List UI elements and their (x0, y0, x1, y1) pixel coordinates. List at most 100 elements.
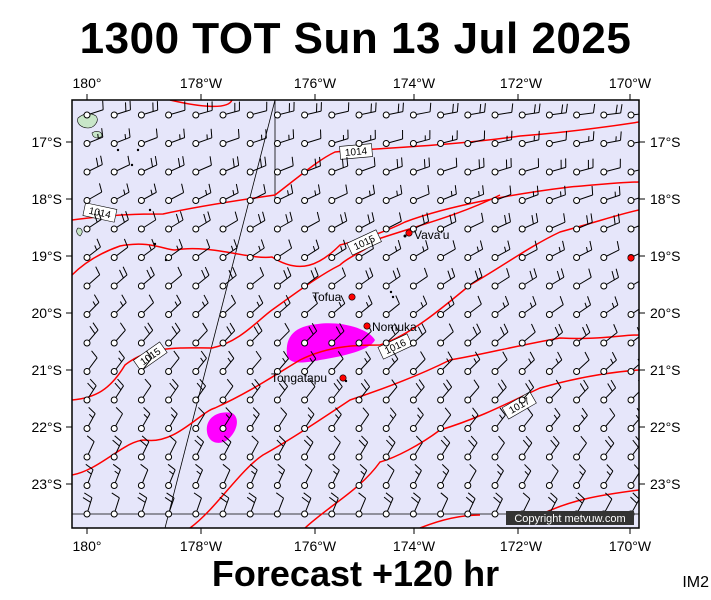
wind-barb (301, 129, 322, 147)
svg-text:Copyright metvuw.com: Copyright metvuw.com (514, 513, 625, 525)
wind-barb (83, 155, 103, 176)
isobar-north-b (169, 100, 233, 108)
wind-barb (573, 351, 590, 375)
svg-text:176°W: 176°W (294, 538, 337, 554)
wind-barb (110, 100, 131, 119)
wind-barb (164, 492, 175, 518)
wind-barb (165, 211, 184, 233)
wind-barb (165, 463, 176, 489)
wind-barb (83, 407, 96, 432)
wind-barb (165, 322, 181, 347)
wind-barb (219, 156, 240, 176)
wind-barb (382, 323, 400, 347)
wind-barb (137, 492, 148, 518)
wind-barb (600, 296, 619, 318)
wind-barb (192, 156, 212, 176)
svg-text:17°S: 17°S (650, 134, 681, 150)
wind-barb (491, 492, 503, 518)
wind-barb (246, 407, 260, 432)
wind-barb (165, 294, 182, 318)
wind-barb (600, 435, 615, 461)
lat-label-18s: 18°S (31, 191, 62, 207)
wind-barb (273, 184, 294, 204)
wind-barb (518, 240, 538, 261)
wind-barb (301, 379, 316, 404)
wind-barb (573, 407, 588, 432)
wind-barb (246, 463, 258, 489)
wind-barb (600, 379, 617, 404)
wind-barb (83, 322, 99, 347)
wind-barb (382, 267, 401, 290)
wind-barb (600, 324, 618, 347)
wind-barb (137, 322, 154, 347)
wind-barb (382, 351, 399, 375)
wind-barb (437, 464, 450, 489)
wind-barb (83, 238, 101, 261)
wind-barb (83, 266, 101, 290)
wind-barb (273, 492, 285, 518)
lon-label-174w: 174°W (393, 75, 436, 91)
wind-barb (600, 186, 621, 204)
wind-barb (83, 294, 100, 318)
wind-barb (382, 102, 404, 119)
image-code: IM2 (682, 574, 709, 591)
wind-barb (355, 463, 368, 489)
wind-barb (273, 435, 287, 461)
wind-barb (192, 378, 206, 404)
wind-barb (165, 350, 180, 375)
wind-barb (246, 294, 264, 318)
wind-barb (355, 212, 375, 233)
wind-barb (518, 213, 539, 233)
wind-barb (273, 322, 290, 347)
map-frame (71, 99, 640, 529)
wind-barb (409, 379, 425, 404)
wind-barb (382, 212, 402, 233)
svg-text:1014: 1014 (345, 146, 369, 159)
svg-text:Tongatapu: Tongatapu (271, 371, 327, 385)
wind-barb (137, 183, 157, 204)
wind-barb (355, 295, 373, 318)
wind-barb (273, 350, 289, 375)
wind-barb (491, 435, 505, 461)
wind-barb (382, 295, 400, 318)
wind-barb (437, 212, 457, 233)
svg-text:23°S: 23°S (650, 476, 681, 492)
wind-barb (246, 350, 262, 375)
wind-barb (137, 101, 159, 119)
fiji-islands (76, 113, 103, 237)
wind-barb (137, 238, 156, 261)
wind-barb (600, 104, 623, 119)
wind-barb (573, 464, 586, 489)
wind-barb (83, 435, 95, 461)
wind-barb (518, 268, 538, 290)
wind-barb (137, 378, 152, 404)
wind-barb (219, 294, 236, 318)
wind-barb (409, 463, 422, 489)
wind-barb (301, 102, 322, 119)
wind-barb (301, 322, 318, 347)
wind-barb (545, 323, 564, 347)
wind-barb (355, 102, 377, 119)
wind-barb (355, 351, 371, 375)
wind-barb (382, 379, 398, 404)
wind-barb (491, 185, 512, 204)
wind-barb (518, 323, 536, 347)
wind-barb (246, 322, 263, 347)
forecast-footer: Forecast +120 hr (211, 553, 500, 594)
wind-barb (573, 158, 594, 176)
wind-barb (573, 296, 592, 318)
wind-barb (573, 131, 595, 147)
wind-barb (409, 492, 421, 518)
wind-barb (83, 183, 103, 204)
map-title: 1300 TOT Sun 13 Jul 2025 (79, 14, 632, 63)
svg-text:180°: 180° (73, 538, 102, 554)
lat-label-21s: 21°S (31, 362, 62, 378)
wind-barb (627, 327, 639, 347)
wind-barb (464, 212, 484, 233)
lat-label-20s: 20°S (31, 305, 62, 321)
wind-barb (409, 267, 428, 290)
wind-barb (355, 435, 369, 461)
isobar-mid (72, 181, 639, 276)
wind-barb (83, 350, 98, 375)
wind-barb (600, 351, 617, 375)
